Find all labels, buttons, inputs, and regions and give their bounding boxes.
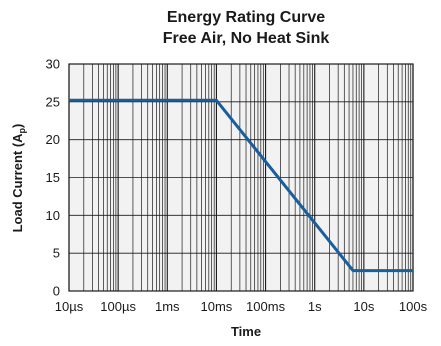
y-tick-label: 20 [46,132,60,147]
y-tick-label: 5 [53,246,60,261]
x-tick-label: 10s [353,299,374,314]
x-tick-label: 100µs [100,299,136,314]
x-tick-label: 100ms [246,299,286,314]
x-tick-label: 1ms [155,299,180,314]
series-group [69,98,413,273]
y-tick-label: 10 [46,208,60,223]
chart-subtitle: Free Air, No Heat Sink [163,30,330,47]
y-axis-label-close: ) [10,124,25,128]
y-tick-label: 0 [53,284,60,299]
y-tick-label: 25 [46,94,60,109]
chart-title: Energy Rating Curve [167,9,325,26]
x-tick-label: 10µs [55,299,84,314]
plot-frame [68,63,414,292]
grid-lines [68,63,414,292]
y-axis-label: Load Current (Ap) [10,124,27,233]
x-tick-labels: 10µs 100µs 1ms 10ms 100ms 1s 10s 100s [55,299,428,314]
y-axis-label-main: Load Current (A [10,133,25,233]
y-axis-label-subscript: p [17,127,27,133]
y-tick-label: 15 [46,170,60,185]
y-tick-labels: 0 5 10 15 20 25 30 [46,57,60,299]
x-tick-label: 1s [308,299,322,314]
series-line [69,98,413,273]
x-tick-label: 10ms [201,299,233,314]
x-axis-label: Time [231,324,261,339]
y-tick-label: 30 [46,57,60,72]
x-tick-label: 100s [399,299,428,314]
